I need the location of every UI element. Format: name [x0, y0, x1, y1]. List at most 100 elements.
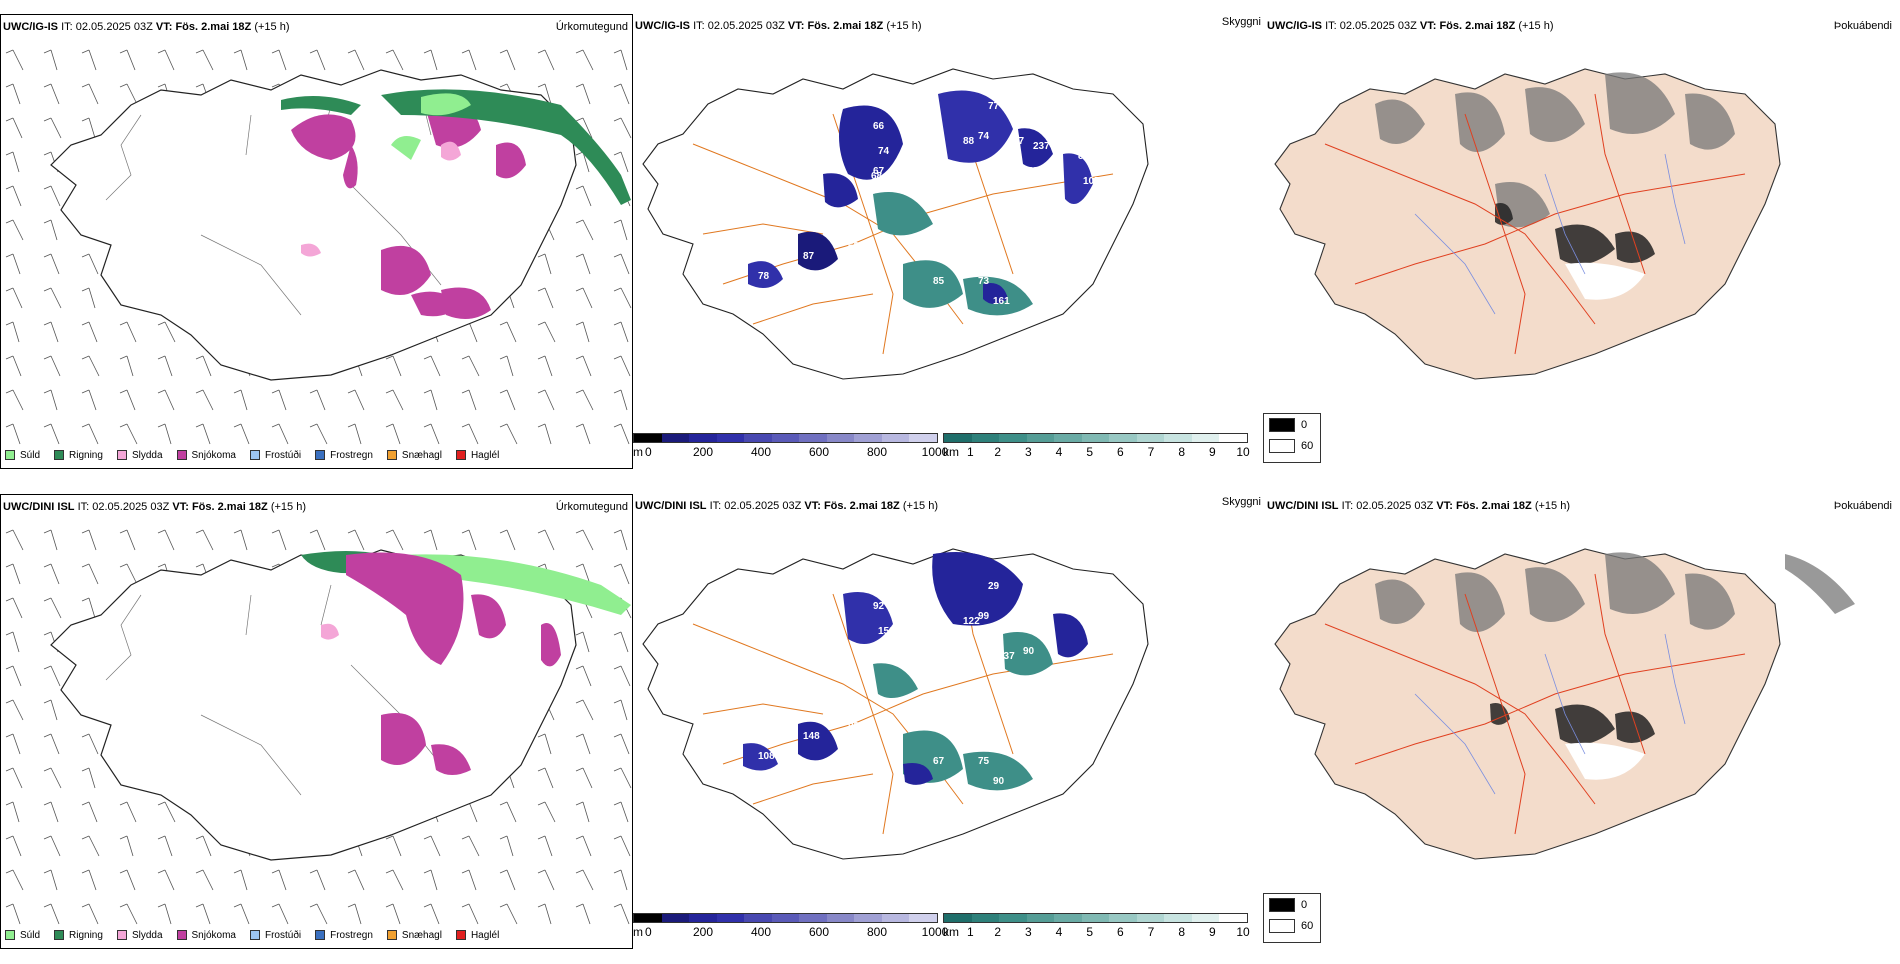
cloudbase-value-label: 133: [1023, 196, 1040, 207]
lead-time: (+15 h): [902, 500, 938, 512]
wind-barb: [613, 49, 628, 71]
legend-swatch: [116, 930, 127, 940]
it-value: 02.05.2025 03Z: [1339, 20, 1417, 32]
wind-barb: [575, 801, 590, 823]
wind-barb: [347, 423, 362, 445]
wind-barb: [43, 529, 58, 551]
wind-barb: [5, 253, 21, 275]
panel-title-fog: Þokuábendi: [1833, 20, 1892, 32]
wind-barb: [5, 597, 23, 619]
colorbar-tick-label: 3: [1024, 925, 1032, 939]
precip-type-legend: Súld Rigning Slydda Snjókoma Frostúði Frostre…: [5, 928, 513, 942]
colorbar-swatch: [1109, 914, 1137, 922]
wind-barb: [5, 665, 22, 687]
wind-barb: [613, 563, 630, 585]
wind-barb: [43, 665, 61, 687]
model-name: UWC/IG-IS: [635, 20, 690, 32]
panel-title-precip: Úrkomutegund: [555, 501, 628, 513]
visibility-colorbar: km 1 2 3 4 5 6 7 8 9 10: [943, 913, 1250, 947]
wind-barb: [575, 83, 591, 105]
wind-barb: [575, 665, 592, 687]
model-name: UWC/IG-IS: [1267, 20, 1322, 32]
wind-barb: [575, 835, 592, 857]
iceland-precip-map: [5, 49, 632, 445]
vt-value: Fös. 2.mai 18Z: [175, 21, 252, 33]
wind-barb: [5, 869, 24, 891]
lead-time: (+15 h): [254, 21, 290, 33]
colorbar-tick-label: 8: [1178, 925, 1185, 939]
wind-barb: [81, 563, 99, 585]
wind-barb: [271, 389, 287, 411]
colorbar-swatch: [799, 914, 827, 922]
fog-legend-item: 0: [1269, 898, 1307, 912]
vt-label: VT:: [787, 20, 805, 32]
wind-barb: [385, 389, 404, 411]
vt-label: VT:: [1419, 20, 1437, 32]
colorbar-swatch: [716, 914, 745, 922]
colorbar-swatch: [799, 434, 827, 442]
colorbar-swatch: [999, 434, 1027, 442]
cloudbase-value-label: 115: [1023, 166, 1040, 177]
wind-barb: [81, 835, 100, 857]
cloudbase-value-label: 29: [988, 581, 1000, 592]
vt-label: VT:: [804, 500, 821, 512]
colorbar-swatch: [1219, 434, 1248, 442]
wind-barb: [5, 117, 23, 139]
wind-barb: [537, 321, 556, 343]
colorbar-tick-label: 1000: [921, 445, 949, 459]
wind-barb: [157, 529, 175, 551]
colorbar-swatch: [744, 434, 772, 442]
wind-barb: [271, 423, 289, 445]
fog-index-legend: 0 60: [1263, 893, 1321, 943]
wind-barb: [613, 253, 630, 275]
fog-legend-swatch: [1269, 919, 1295, 933]
colorbar-swatch: [634, 434, 662, 442]
legend-label: Rigning: [69, 929, 103, 941]
fog-index-panel: UWC/DINI ISL IT: 02.05.2025 03Z VT: Fös.…: [1263, 494, 1900, 949]
colorbar-swatch: [944, 914, 972, 922]
wind-barb: [271, 903, 289, 925]
cloudbase-value-label: 122: [963, 616, 980, 627]
wind-barb: [81, 869, 97, 891]
colorbar-swatch: [744, 914, 772, 922]
cloudbase-value-label: 66: [873, 121, 885, 132]
cloudbase-value-label: 101: [943, 221, 960, 232]
colorbar-swatch: [1191, 434, 1220, 442]
colorbar-swatch: [971, 914, 1000, 922]
wind-barb: [613, 835, 631, 857]
colorbar-tick-label: 9: [1208, 925, 1216, 939]
wind-barb: [195, 423, 211, 445]
colorbar-swatch: [689, 434, 717, 442]
cloudbase-value-label: 32: [943, 701, 955, 712]
legend-label: Haglél: [470, 449, 500, 461]
wind-barb: [119, 423, 138, 445]
wind-barb: [119, 49, 136, 71]
wind-barb: [499, 869, 516, 891]
wind-barb: [195, 49, 214, 71]
wind-barb: [499, 355, 514, 377]
colorbar-tick-label: 5: [1086, 925, 1093, 939]
precip-type-panel: UWC/DINI ISL IT: 02.05.2025 03Z VT: Fös.…: [0, 494, 633, 949]
wind-barb: [195, 529, 214, 551]
wind-barb: [575, 869, 594, 891]
colorbar-tick-label: 5: [1086, 445, 1093, 459]
legend-swatch: [315, 930, 326, 940]
wind-barb: [195, 835, 212, 857]
wind-barb: [499, 389, 516, 411]
wind-barb: [5, 801, 20, 823]
wind-barb: [613, 321, 629, 343]
cloudbase-value-label: 108: [758, 751, 775, 762]
wind-barb: [81, 117, 96, 139]
legend-item: Frostregn: [315, 450, 373, 461]
model-name: UWC/DINI ISL: [635, 500, 707, 512]
panel-header: UWC/IG-IS IT: 02.05.2025 03Z VT: Fös. 2.…: [635, 20, 922, 32]
colorbar-swatch: [1164, 914, 1192, 922]
colorbar-swatch: [826, 434, 855, 442]
cloudbase-unit: m: [633, 925, 643, 939]
wind-barb: [43, 767, 62, 789]
wind-barb: [499, 321, 517, 343]
legend-label: Snæhagl: [401, 929, 442, 941]
wind-barb: [423, 355, 441, 377]
wind-barb: [575, 219, 594, 241]
cloudbase-value-label: 90: [993, 776, 1005, 787]
